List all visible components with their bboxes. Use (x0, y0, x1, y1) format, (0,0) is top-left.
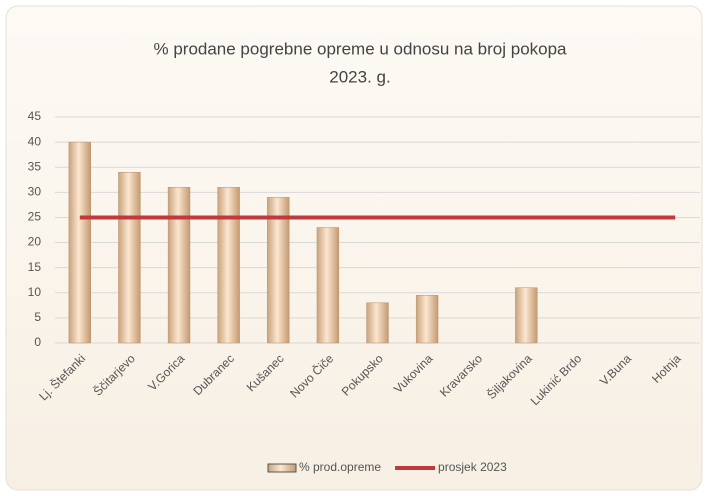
y-tick-label: 30 (28, 185, 42, 199)
y-tick-label: 15 (28, 260, 42, 274)
bar (267, 197, 290, 344)
legend-label: % prod.opreme (299, 460, 381, 474)
bar (415, 295, 439, 344)
legend-label: prosjek 2023 (438, 460, 507, 474)
bar (366, 302, 389, 344)
bar (515, 287, 538, 344)
y-tick-label: 25 (28, 210, 42, 224)
y-tick-label: 35 (28, 159, 42, 173)
chart-title: 2023. g. (329, 67, 390, 86)
y-tick-label: 40 (28, 134, 42, 148)
bar (316, 227, 340, 344)
y-tick-label: 10 (28, 285, 42, 299)
chart-title: % prodane pogrebne opreme u odnosu na br… (153, 39, 567, 58)
background (5, 5, 703, 491)
legend-swatch (267, 463, 297, 473)
bar (68, 141, 91, 344)
y-tick-label: 20 (28, 235, 42, 249)
bar (167, 187, 191, 344)
y-tick-label: 5 (34, 310, 41, 324)
y-tick-label: 45 (28, 109, 42, 123)
bar (217, 187, 240, 344)
y-tick-label: 0 (34, 335, 41, 349)
bar (118, 171, 141, 344)
